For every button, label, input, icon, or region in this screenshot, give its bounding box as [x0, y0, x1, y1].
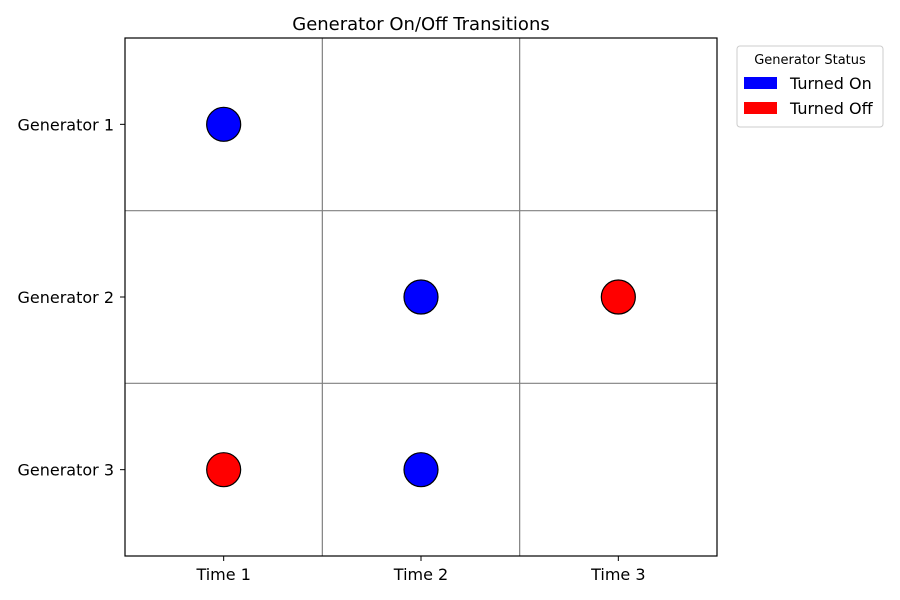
point-turned-off: [206, 452, 242, 488]
point-turned-on: [403, 452, 439, 488]
legend-swatch-turned-off: [744, 102, 777, 114]
legend: Generator Status Turned On Turned Off: [736, 45, 884, 128]
y-tick-label: Generator 3: [17, 461, 114, 480]
legend-label-turned-on: Turned On: [789, 74, 872, 93]
grid-lines: [125, 38, 717, 556]
x-tick-label: Time 3: [590, 565, 645, 584]
x-tick-label: Time 2: [393, 565, 448, 584]
data-points: [206, 106, 636, 488]
chart-title: Generator On/Off Transitions: [292, 14, 549, 35]
legend-swatch-turned-on: [744, 77, 777, 89]
y-tick-label: Generator 1: [17, 115, 114, 134]
point-turned-off: [600, 279, 636, 315]
x-tick-label: Time 1: [195, 565, 250, 584]
axis-ticks: Time 1 Time 2 Time 3 Generator 1 Generator 2…: [17, 115, 645, 584]
y-tick-label: Generator 2: [17, 288, 114, 307]
legend-title: Generator Status: [754, 53, 866, 68]
point-turned-on: [206, 106, 242, 142]
legend-label-turned-off: Turned Off: [789, 99, 874, 118]
point-turned-on: [403, 279, 439, 315]
